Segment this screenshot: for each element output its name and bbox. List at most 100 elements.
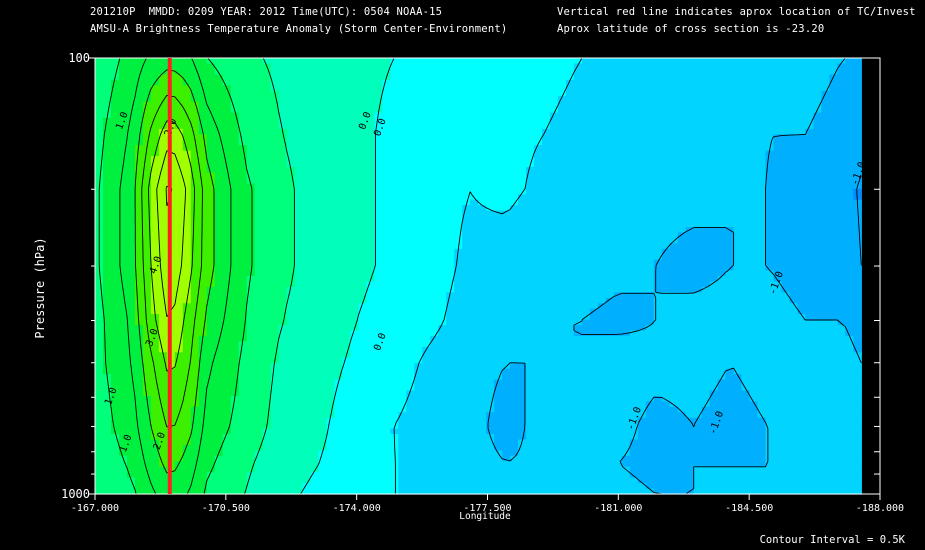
contour-cell bbox=[318, 85, 328, 92]
contour-cell bbox=[709, 237, 719, 244]
contour-cell bbox=[254, 276, 264, 283]
contour-cell bbox=[246, 63, 256, 70]
contour-cell bbox=[494, 96, 503, 103]
contour-cell bbox=[550, 330, 559, 337]
contour-cell bbox=[781, 188, 791, 195]
contour-cell bbox=[821, 172, 830, 179]
contour-cell bbox=[685, 150, 695, 157]
contour-cell bbox=[637, 205, 647, 212]
contour-cell bbox=[717, 194, 727, 201]
contour-cell bbox=[518, 101, 527, 108]
contour-cell bbox=[478, 90, 487, 97]
contour-cell bbox=[302, 232, 312, 239]
contour-cell bbox=[95, 74, 104, 81]
contour-cell bbox=[126, 314, 136, 321]
contour-cell bbox=[182, 161, 192, 168]
contour-cell bbox=[110, 308, 120, 315]
contour-cell bbox=[605, 58, 615, 65]
contour-cell bbox=[238, 297, 248, 304]
contour-cell bbox=[773, 248, 783, 255]
contour-cell bbox=[717, 276, 727, 283]
contour-cell bbox=[326, 79, 336, 86]
contour-cell bbox=[813, 96, 822, 103]
contour-cell bbox=[518, 276, 527, 283]
contour-cell bbox=[725, 101, 735, 108]
contour-cell bbox=[430, 265, 439, 272]
contour-cell bbox=[526, 216, 535, 223]
contour-cell bbox=[589, 254, 599, 261]
contour-cell bbox=[398, 63, 407, 70]
contour-cell bbox=[326, 281, 336, 288]
contour-cell bbox=[621, 270, 631, 277]
contour-cell bbox=[278, 330, 288, 337]
contour-cell bbox=[845, 156, 854, 163]
contour-cell bbox=[669, 101, 679, 108]
contour-cell bbox=[414, 243, 423, 250]
contour-cell bbox=[494, 199, 503, 206]
contour-cell bbox=[430, 232, 439, 239]
contour-cell bbox=[605, 123, 615, 130]
contour-cell bbox=[230, 188, 240, 195]
contour-cell bbox=[374, 199, 383, 206]
contour-cell bbox=[102, 297, 112, 304]
contour-cell bbox=[518, 139, 527, 146]
contour-cell bbox=[95, 150, 104, 157]
contour-cell bbox=[454, 150, 463, 157]
contour-cell bbox=[502, 243, 511, 250]
contour-cell bbox=[494, 90, 503, 97]
contour-cell bbox=[621, 254, 631, 261]
contour-cell bbox=[334, 101, 344, 108]
contour-cell bbox=[653, 85, 663, 92]
contour-cell bbox=[757, 74, 767, 81]
contour-cell bbox=[661, 128, 671, 135]
contour-cell bbox=[470, 210, 479, 217]
contour-cell bbox=[446, 150, 455, 157]
contour-cell bbox=[254, 237, 264, 244]
contour-cell bbox=[518, 330, 527, 337]
contour-cell bbox=[789, 308, 799, 315]
contour-cell bbox=[110, 281, 120, 288]
contour-cell bbox=[446, 335, 455, 342]
contour-cell bbox=[95, 107, 104, 114]
contour-cell bbox=[102, 68, 112, 75]
contour-cell bbox=[749, 123, 759, 130]
contour-cell bbox=[709, 188, 719, 195]
contour-cell bbox=[845, 297, 854, 304]
contour-cell bbox=[222, 145, 232, 152]
contour-cell bbox=[286, 248, 296, 255]
contour-cell bbox=[270, 265, 280, 272]
contour-cell bbox=[845, 303, 854, 310]
contour-cell bbox=[158, 167, 168, 174]
contour-cell bbox=[637, 117, 647, 124]
contour-cell bbox=[190, 74, 200, 81]
contour-cell bbox=[629, 112, 639, 119]
contour-cell bbox=[573, 79, 583, 86]
contour-cell bbox=[334, 265, 344, 272]
contour-cell bbox=[653, 117, 663, 124]
contour-cell bbox=[270, 254, 280, 261]
contour-cell bbox=[95, 101, 104, 108]
contour-cell bbox=[645, 254, 655, 261]
contour-cell bbox=[685, 259, 695, 266]
contour-cell bbox=[270, 101, 280, 108]
contour-cell bbox=[358, 308, 367, 315]
contour-cell bbox=[118, 107, 128, 114]
contour-cell bbox=[422, 237, 431, 244]
contour-cell bbox=[725, 276, 735, 283]
contour-cell bbox=[446, 68, 455, 75]
contour-cell bbox=[398, 286, 407, 293]
contour-cell bbox=[557, 330, 567, 337]
contour-cell bbox=[158, 172, 168, 179]
contour-cell bbox=[526, 248, 535, 255]
contour-cell bbox=[597, 63, 607, 70]
contour-cell bbox=[518, 254, 527, 261]
contour-cell bbox=[358, 101, 367, 108]
contour-cell bbox=[174, 199, 184, 206]
contour-cell bbox=[246, 96, 256, 103]
contour-cell bbox=[510, 330, 519, 337]
contour-cell bbox=[214, 123, 224, 130]
contour-cell bbox=[837, 128, 846, 135]
contour-cell bbox=[198, 319, 208, 326]
contour-cell bbox=[550, 183, 559, 190]
contour-cell bbox=[773, 79, 783, 86]
